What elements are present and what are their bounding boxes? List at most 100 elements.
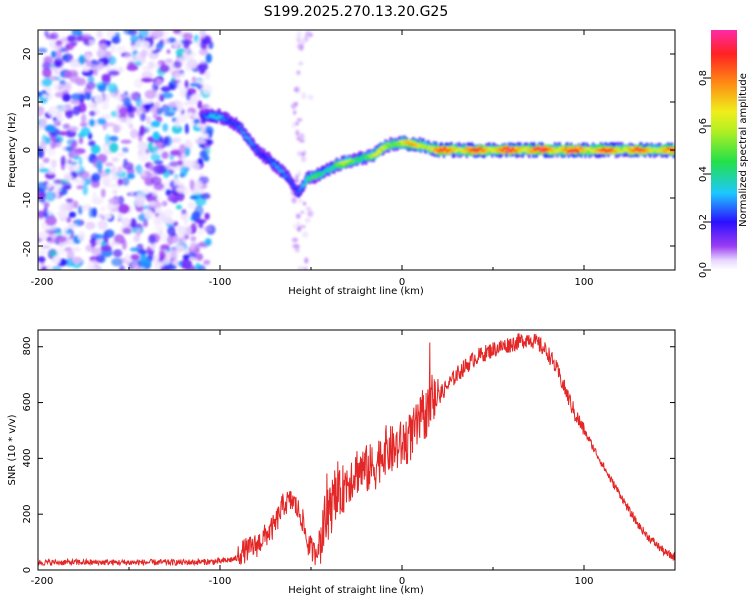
noise-blob bbox=[85, 221, 96, 230]
noise-blob bbox=[197, 157, 204, 165]
ridge-cell bbox=[580, 147, 583, 150]
ridge-cell bbox=[486, 147, 489, 156]
noise-blob bbox=[183, 217, 189, 225]
ridge-cell bbox=[398, 142, 401, 148]
noise-blob bbox=[117, 166, 123, 174]
noise-blob bbox=[72, 256, 83, 264]
noise-blob bbox=[150, 153, 161, 161]
spectrogram-ticks bbox=[37, 30, 676, 270]
ridge-cell bbox=[482, 148, 485, 154]
noise-blob bbox=[123, 97, 131, 107]
noise-blob bbox=[191, 76, 197, 83]
noise-blob bbox=[38, 256, 46, 263]
noise-blob bbox=[91, 247, 102, 256]
ridge-cell bbox=[329, 165, 332, 171]
noise-blob bbox=[51, 50, 57, 59]
ridge-cell bbox=[658, 150, 661, 153]
ridge-cell bbox=[403, 140, 406, 143]
noise-blob bbox=[133, 234, 140, 243]
noise-blob bbox=[104, 168, 112, 174]
noise-blob bbox=[38, 47, 48, 54]
ridge-cell bbox=[511, 148, 514, 154]
ridge-cell bbox=[430, 148, 433, 151]
noise-blob bbox=[54, 187, 59, 198]
ridge-cell bbox=[586, 147, 589, 150]
noise-blob bbox=[189, 179, 195, 191]
ridge-cell bbox=[437, 146, 440, 152]
ridge-cell bbox=[290, 181, 293, 185]
noise-blob bbox=[65, 109, 74, 119]
ridge-cell bbox=[515, 150, 518, 153]
ridge-cell bbox=[465, 147, 468, 151]
ridge-cell bbox=[276, 166, 279, 169]
noise-blob bbox=[137, 249, 148, 255]
y-tick-label: 20 bbox=[22, 48, 33, 61]
ridge-cell bbox=[312, 176, 316, 179]
ridge-cell bbox=[256, 149, 260, 153]
noise-blob bbox=[155, 78, 163, 86]
ridge-cell bbox=[530, 150, 533, 153]
ridge-cell bbox=[307, 177, 310, 180]
noise-blob bbox=[82, 33, 92, 39]
noise-blob bbox=[201, 133, 210, 138]
ridge-cell bbox=[664, 144, 667, 153]
ridge-cell bbox=[636, 146, 639, 150]
ridge-cell bbox=[417, 143, 420, 147]
ridge-cell bbox=[381, 145, 384, 149]
ridge-cell bbox=[374, 153, 377, 156]
noise-blob bbox=[123, 52, 136, 61]
ridge-cell bbox=[251, 143, 254, 149]
noise-blob bbox=[81, 113, 87, 125]
ridge-cell bbox=[483, 150, 486, 153]
ridge-cell bbox=[344, 160, 347, 164]
ridge-cell bbox=[598, 149, 601, 152]
noise-blob bbox=[146, 116, 152, 125]
ridge-cell bbox=[279, 166, 282, 172]
ridge-cell bbox=[380, 146, 383, 150]
noise-blob bbox=[54, 44, 64, 52]
ridge-cell bbox=[426, 144, 429, 150]
noise-blob bbox=[81, 204, 92, 211]
ridge-cell bbox=[553, 150, 556, 154]
ridge-cell bbox=[635, 148, 638, 151]
ridge-cell bbox=[412, 143, 415, 147]
noise-blob bbox=[115, 111, 121, 123]
ridge-cell bbox=[403, 141, 406, 147]
noise-blob bbox=[181, 151, 186, 163]
noise-blob bbox=[182, 101, 191, 107]
ridge-cell bbox=[673, 150, 675, 153]
ridge-cell bbox=[590, 146, 593, 152]
ridge-cell bbox=[654, 148, 657, 151]
noise-blob bbox=[131, 257, 139, 269]
ridge-cell bbox=[272, 163, 275, 166]
ridge-cell bbox=[519, 149, 522, 155]
ridge-cell bbox=[663, 150, 666, 153]
noise-blob bbox=[50, 140, 57, 149]
noise-blob bbox=[197, 100, 203, 109]
noise-blob bbox=[101, 114, 112, 120]
noise-blob bbox=[143, 219, 148, 228]
ridge-cell bbox=[572, 149, 575, 153]
noise-blob bbox=[65, 198, 74, 203]
noise-blob bbox=[137, 141, 148, 151]
ridge-cell bbox=[579, 147, 582, 153]
noise-blob bbox=[130, 254, 140, 261]
noise-blob bbox=[118, 203, 130, 214]
noise-blob bbox=[298, 61, 304, 66]
noise-blob bbox=[129, 91, 140, 101]
ridge-cell bbox=[543, 149, 546, 153]
ridge-cell bbox=[288, 178, 291, 182]
noise-blob bbox=[59, 203, 68, 214]
noise-blob bbox=[82, 65, 90, 72]
ridge-cell bbox=[277, 166, 280, 169]
ridge-cell bbox=[468, 150, 471, 154]
noise-blob bbox=[53, 57, 64, 69]
noise-blob bbox=[110, 44, 116, 53]
ridge-cell bbox=[442, 149, 446, 155]
ridge-cell bbox=[343, 160, 346, 163]
ridge-cell bbox=[463, 149, 466, 155]
noise-blob bbox=[292, 237, 298, 243]
noise-blob bbox=[155, 141, 163, 149]
colorbar-tick-label: 0.2 bbox=[698, 214, 709, 230]
noise-blob bbox=[293, 110, 297, 115]
